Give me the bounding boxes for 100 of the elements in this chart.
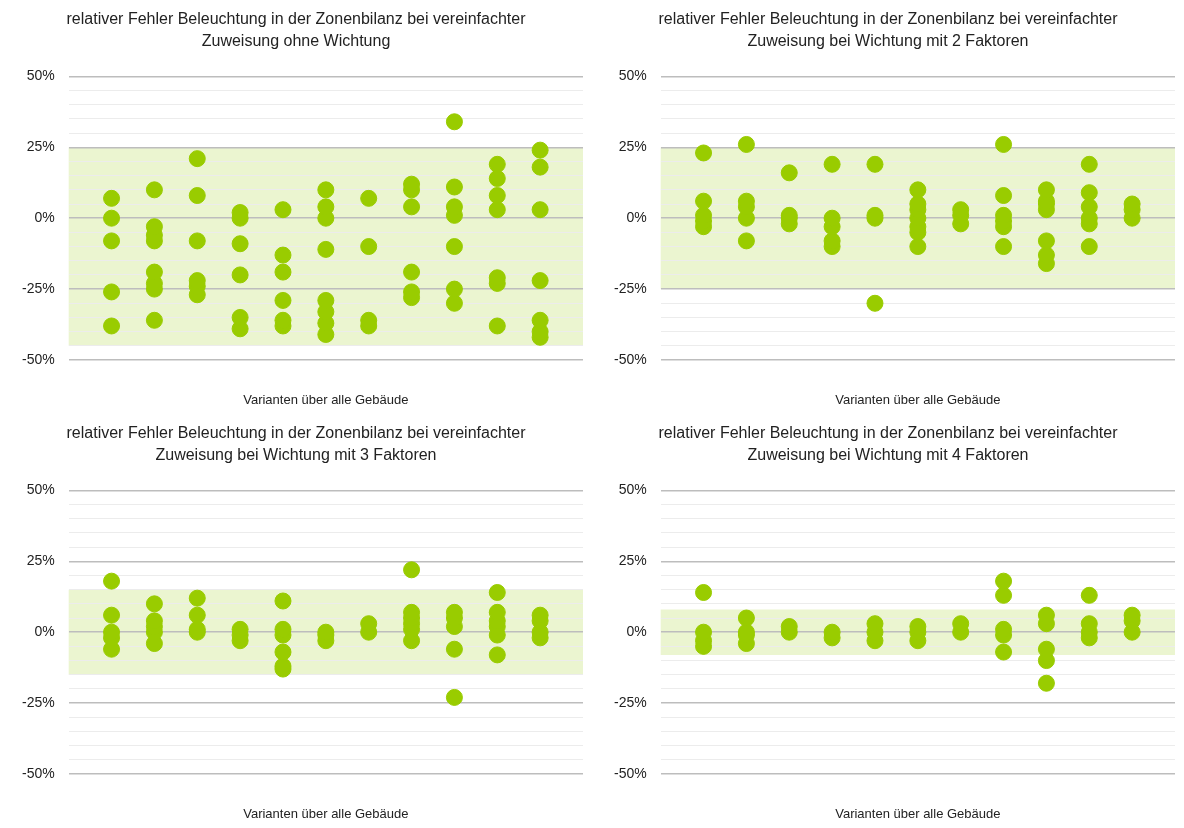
y-tick-label: -25% xyxy=(614,693,647,710)
point xyxy=(231,266,249,284)
point xyxy=(1080,155,1098,173)
point xyxy=(274,291,292,309)
point xyxy=(188,187,206,205)
point xyxy=(531,158,549,176)
point xyxy=(488,201,506,219)
point xyxy=(274,263,292,281)
chart-title: relativer Fehler Beleuchtung in der Zonenbilanz bei vereinfachter Zuweisung bei Wichtung mit 3 Faktoren xyxy=(65,423,527,465)
y-tick-label: -50% xyxy=(614,350,647,367)
x-axis-title: Varianten über alle Gebäude xyxy=(243,391,409,407)
point xyxy=(445,688,463,706)
point xyxy=(1037,232,1055,250)
y-tick-label: 50% xyxy=(26,67,55,84)
point xyxy=(360,189,378,207)
point xyxy=(823,155,841,173)
y-tick-label: -50% xyxy=(22,350,55,367)
point xyxy=(274,592,292,610)
point xyxy=(145,181,163,199)
point xyxy=(531,141,549,159)
point xyxy=(274,201,292,219)
point xyxy=(103,189,121,207)
y-tick-label: -25% xyxy=(22,279,55,296)
point xyxy=(995,586,1013,604)
point xyxy=(360,238,378,256)
point xyxy=(103,283,121,301)
point xyxy=(188,232,206,250)
y-tick-label: 0% xyxy=(626,209,647,226)
y-tick-label: -25% xyxy=(614,279,647,296)
point xyxy=(231,308,249,326)
point xyxy=(103,209,121,227)
point xyxy=(445,113,463,131)
y-tick-label: 0% xyxy=(626,623,647,640)
y-tick-label: 50% xyxy=(26,481,55,498)
point xyxy=(737,232,755,250)
point xyxy=(995,643,1013,661)
y-tick-label: 25% xyxy=(618,552,647,569)
point xyxy=(445,238,463,256)
point xyxy=(1080,184,1098,202)
point xyxy=(103,232,121,250)
point xyxy=(1080,586,1098,604)
point xyxy=(188,606,206,624)
chart-title: relativer Fehler Beleuchtung in der Zonenbilanz bei vereinfachter Zuweisung bei Wichtung mit 4 Faktoren xyxy=(657,423,1119,465)
point xyxy=(866,294,884,312)
point xyxy=(995,572,1013,590)
chart-title: relativer Fehler Beleuchtung in der Zonenbilanz bei vereinfachter Zuweisung bei Wichtung mit 2 Faktoren xyxy=(657,9,1119,51)
y-tick-label: -50% xyxy=(22,764,55,781)
x-axis-title: Varianten über alle Gebäude xyxy=(835,805,1001,821)
point xyxy=(403,561,421,579)
point xyxy=(695,584,713,601)
point xyxy=(403,198,421,216)
point xyxy=(531,201,549,219)
point xyxy=(995,135,1013,153)
y-tick-label: -25% xyxy=(22,693,55,710)
point xyxy=(737,135,755,153)
point xyxy=(445,640,463,658)
point xyxy=(317,291,335,309)
point xyxy=(531,272,549,290)
point xyxy=(103,572,121,590)
point xyxy=(103,606,121,624)
y-tick-label: 0% xyxy=(34,623,55,640)
point xyxy=(995,187,1013,205)
point xyxy=(403,263,421,281)
point xyxy=(866,155,884,173)
point xyxy=(231,235,249,253)
y-tick-label: 50% xyxy=(618,67,647,84)
y-tick-label: 0% xyxy=(34,209,55,226)
point xyxy=(445,178,463,196)
point xyxy=(445,280,463,298)
point xyxy=(488,317,506,335)
point xyxy=(780,164,798,182)
point xyxy=(488,584,506,601)
point xyxy=(188,589,206,607)
y-tick-label: 50% xyxy=(618,481,647,498)
y-tick-label: -50% xyxy=(614,764,647,781)
point xyxy=(695,192,713,210)
point xyxy=(488,187,506,205)
point xyxy=(488,646,506,664)
point xyxy=(1037,674,1055,692)
point xyxy=(145,595,163,613)
point xyxy=(145,311,163,329)
point xyxy=(909,181,927,199)
point xyxy=(274,246,292,264)
point xyxy=(317,181,335,199)
point xyxy=(103,317,121,335)
y-tick-label: 25% xyxy=(26,138,55,155)
x-axis-title: Varianten über alle Gebäude xyxy=(243,805,409,821)
point xyxy=(695,144,713,162)
point xyxy=(317,240,335,258)
point xyxy=(737,609,755,627)
point xyxy=(445,294,463,312)
point xyxy=(274,643,292,661)
point xyxy=(188,150,206,168)
point xyxy=(488,170,506,187)
point xyxy=(995,238,1013,256)
x-axis-title: Varianten über alle Gebäude xyxy=(835,391,1001,407)
point xyxy=(909,238,927,256)
point xyxy=(488,155,506,173)
y-tick-label: 25% xyxy=(26,552,55,569)
chart-title: relativer Fehler Beleuchtung in der Zonenbilanz bei vereinfachter Zuweisung ohne Wichtung xyxy=(65,9,527,51)
